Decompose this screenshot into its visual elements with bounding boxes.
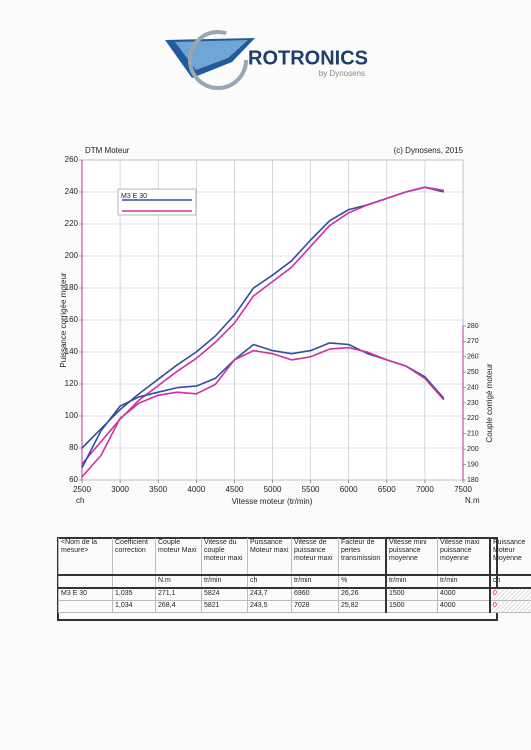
y-tick-label: 240	[65, 187, 79, 196]
table-cell: 25,82	[338, 600, 386, 613]
table-cell: Vitesse du couple moteur maxi	[201, 538, 248, 576]
table-cell: ch	[489, 575, 531, 589]
table-row: 1,034 268,4 5821 243,5 7028 25,82 1500 4000 0	[58, 600, 531, 613]
y2-tick-label: 220	[467, 415, 479, 422]
y2-tick-label: 180	[467, 477, 479, 484]
chart-title: DTM Moteur	[85, 146, 130, 155]
y-tick-label: 180	[65, 283, 79, 292]
x-tick-label: 3500	[149, 485, 167, 494]
table-cell: Facteur de pertes transmission	[338, 538, 386, 576]
table-row: <Nom de la mesure> Coefficient correction…	[58, 538, 531, 576]
x-tick-label: 7500	[454, 485, 472, 494]
table-cell: tr/min	[201, 575, 248, 589]
table-cell: 7028	[291, 600, 339, 613]
table-cell: M3 E 30	[58, 588, 113, 601]
legend-label: M3 E 30	[121, 193, 147, 200]
table-cell: 1500	[385, 588, 438, 601]
table-cell: Puissance Moteur maxi	[247, 538, 292, 576]
y-tick-label: 160	[65, 315, 79, 324]
x-tick-label: 4000	[187, 485, 205, 494]
y2-axis-label: Couple corrigé moteur	[485, 363, 494, 442]
y2-tick-label: 280	[467, 323, 479, 330]
table-cell: tr/min	[291, 575, 339, 589]
y-tick-label: 200	[65, 251, 79, 260]
y-tick-label: 60	[69, 475, 78, 484]
y-tick-label: 260	[65, 155, 79, 164]
table-cell: Coefficient correction	[112, 538, 156, 576]
table: <Nom de la mesure> Coefficient correction…	[58, 538, 531, 613]
x-tick-label: 5000	[264, 485, 282, 494]
x-tick-label: 6000	[340, 485, 358, 494]
logo	[165, 30, 255, 90]
y2-tick-label: 260	[467, 354, 479, 361]
table-cell: <Nom de la mesure>	[58, 538, 113, 576]
y-unit: ch	[76, 496, 84, 505]
table-cell: 268,4	[155, 600, 202, 613]
x-tick-label: 6500	[378, 485, 396, 494]
y2-tick-label: 270	[467, 338, 479, 345]
y-tick-label: 80	[69, 443, 78, 452]
table-cell	[58, 575, 113, 589]
table-cell: 4000	[437, 588, 490, 601]
logo-ring	[188, 30, 248, 90]
table-row: N.m tr/min ch tr/min% tr/min tr/min ch	[58, 575, 531, 589]
y2-tick-label: 210	[467, 431, 479, 438]
y2-tick-label: 190	[467, 461, 479, 468]
chart-subtitle: (c) Dynosens, 2015	[394, 146, 464, 155]
y-tick-label: 100	[65, 411, 79, 420]
tagline: by Dynosens	[319, 69, 365, 78]
table-row: M3 E 30 1,035 271,1 5824 243,7 6960 26,26 1500 4…	[58, 588, 531, 601]
series-line	[81, 346, 445, 478]
y2-tick-label: 230	[467, 400, 479, 407]
table-cell: 1500	[385, 600, 438, 613]
y-tick-label: 120	[65, 379, 79, 388]
table-cell: 1,034	[112, 600, 156, 613]
table-cell: 4000	[437, 600, 490, 613]
table-cell	[112, 575, 156, 589]
table-cell: tr/min	[385, 575, 438, 589]
table-cell: tr/min	[437, 575, 490, 589]
y-tick-label: 140	[65, 347, 79, 356]
y2-unit: N.m	[465, 496, 480, 505]
table-cell: Couple moteur Maxi	[155, 538, 202, 576]
y2-tick-label: 240	[467, 384, 479, 391]
table-cell: Vitesse maxi puissance moyenne	[437, 538, 490, 576]
table-cell: ch	[247, 575, 292, 589]
y2-tick-label: 200	[467, 446, 479, 453]
table-cell: 5821	[201, 600, 248, 613]
table-cell: 0	[489, 588, 531, 601]
table-cell	[58, 600, 113, 613]
y-axis-label: Puissance corrigée moteur	[59, 272, 68, 367]
x-axis-label: Vitesse moteur (tr/min)	[232, 497, 313, 506]
x-tick-label: 3000	[111, 485, 129, 494]
table-cell: %	[338, 575, 386, 589]
table-cell: Puissance Moteur Moyenne	[489, 538, 531, 576]
brand: ROTRONICS	[248, 47, 368, 69]
table-cell: 243,7	[247, 588, 292, 601]
table-cell: 243,5	[247, 600, 292, 613]
y-tick-label: 220	[65, 219, 79, 228]
table-cell: 6960	[291, 588, 339, 601]
x-tick-label: 7000	[416, 485, 434, 494]
plot: 2500 3000 3500 4000 4500 5000 5500 6000 6500 7000…	[65, 155, 479, 494]
table-cell: 271,1	[155, 588, 202, 601]
x-tick-label: 5500	[302, 485, 320, 494]
table-cell: 1,035	[112, 588, 156, 601]
table-cell: 5824	[201, 588, 248, 601]
table-cell: 0	[489, 600, 531, 613]
x-tick-label: 4500	[226, 485, 244, 494]
table-cell: Vitesse de puissance moteur maxi	[291, 538, 339, 576]
series-line	[81, 186, 445, 465]
table-cell: 26,26	[338, 588, 386, 601]
x-tick-label: 2500	[73, 485, 91, 494]
table-cell: Vitesse mini puissance moyenne	[385, 538, 438, 576]
y2-tick-label: 250	[467, 369, 479, 376]
table-cell: N.m	[155, 575, 202, 589]
